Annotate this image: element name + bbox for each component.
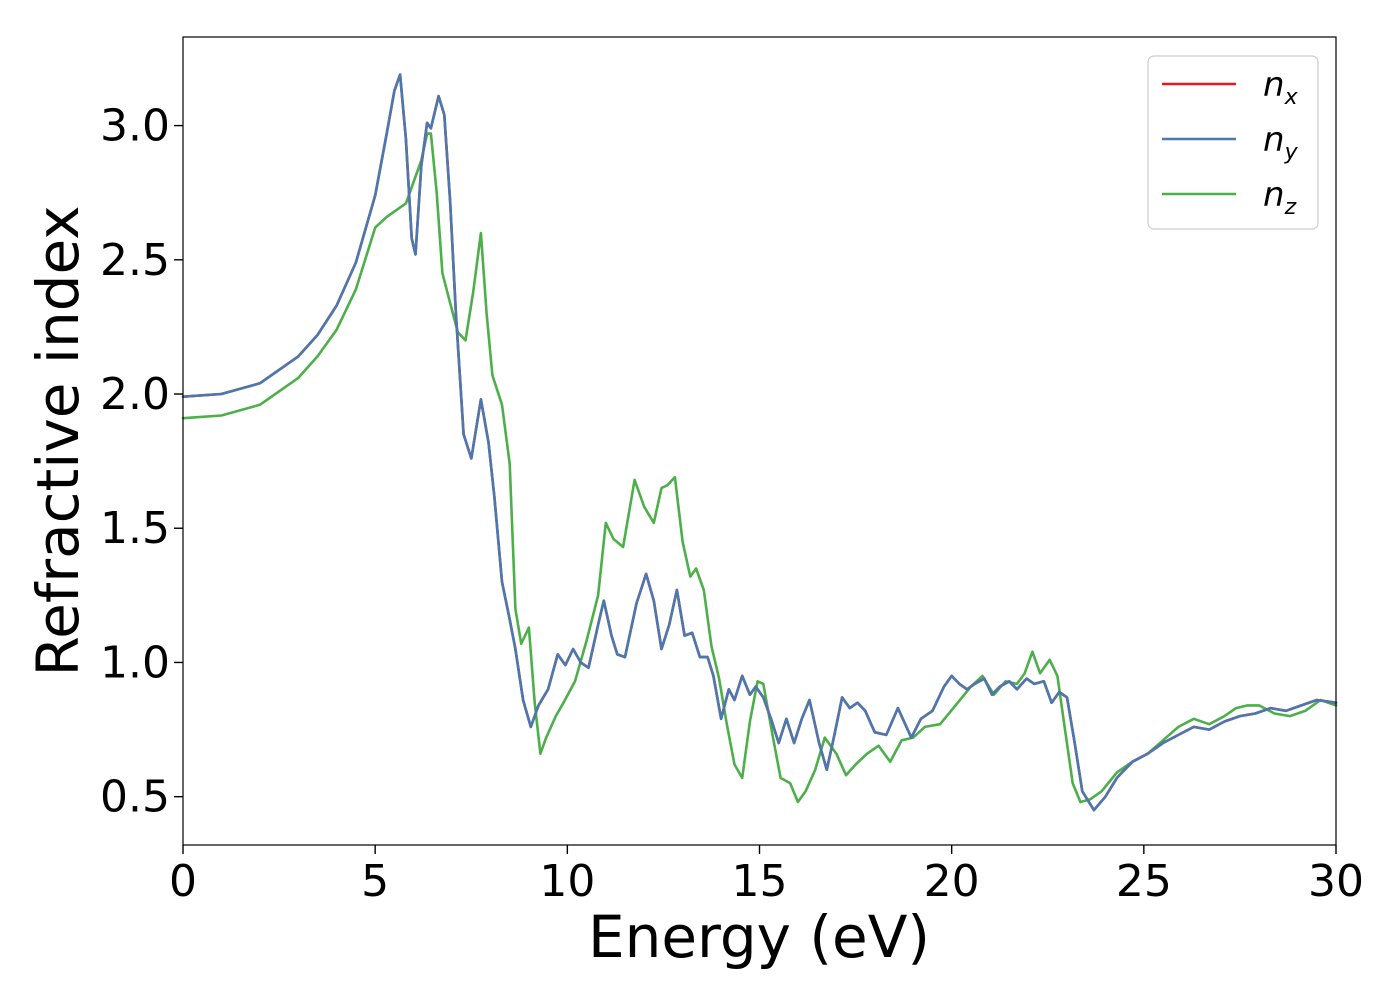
legend-entries: nx ny nz: [1162, 65, 1299, 220]
x-axis-label: Energy (eV): [588, 903, 930, 971]
x-tick-label: 30: [1308, 856, 1364, 907]
x-tick-label: 5: [361, 856, 389, 907]
x-tick-label: 10: [539, 856, 595, 907]
x-tick-label: 0: [169, 856, 197, 907]
y-tick-label: 2.5: [100, 235, 170, 286]
x-tick-label: 20: [924, 856, 980, 907]
y-axis: 0.5 1.0 1.5 2.0 2.5 3.0: [100, 101, 183, 823]
y-tick-label: 0.5: [100, 772, 170, 823]
legend-label-nz: nz: [1263, 175, 1297, 220]
legend-label-nx: nx: [1263, 65, 1299, 110]
legend-box: [1147, 55, 1319, 230]
y-axis-label: Refractive index: [24, 205, 92, 676]
series-line-n-y: [181, 73, 1338, 812]
x-tick-label: 15: [732, 856, 788, 907]
y-tick-label: 1.5: [100, 503, 170, 554]
legend-label-ny: ny: [1263, 120, 1299, 165]
plot-area: [183, 37, 1336, 845]
y-tick-label: 3.0: [100, 101, 170, 152]
legend: nx ny nz: [1147, 55, 1319, 230]
y-tick-label: 2.0: [100, 369, 170, 420]
x-axis: 0 5 10 15 20 25 30: [169, 845, 1364, 907]
x-tick-label: 25: [1116, 856, 1172, 907]
y-tick-label: 1.0: [100, 637, 170, 688]
series-layer: [181, 73, 1338, 812]
